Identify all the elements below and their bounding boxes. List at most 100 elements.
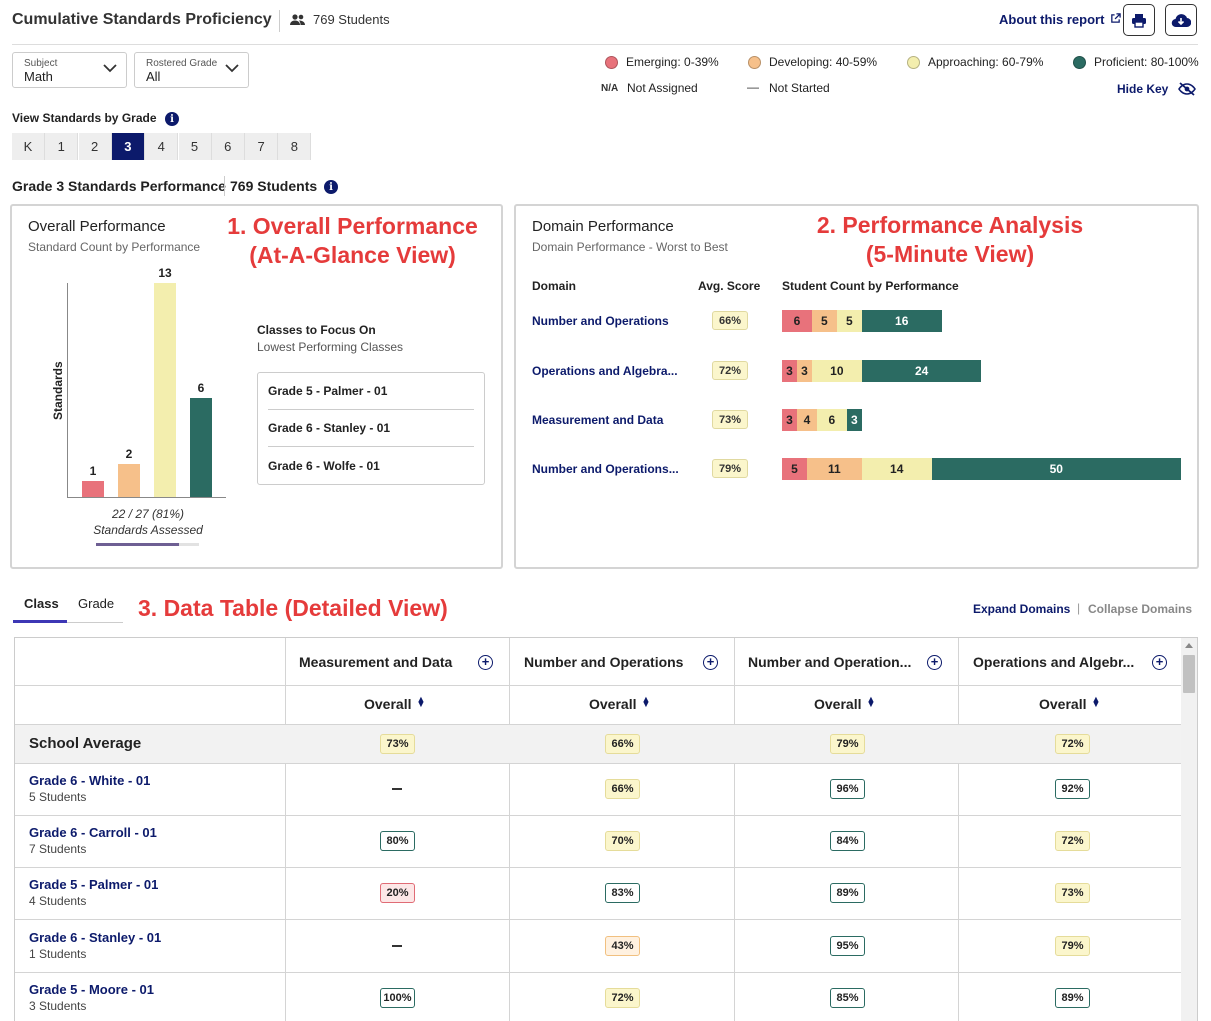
expand-column-button[interactable]: + [1152, 655, 1167, 670]
performance-segment: 3 [796, 360, 812, 382]
expand-column-button[interactable]: + [703, 655, 718, 670]
download-button[interactable] [1165, 4, 1197, 36]
domain-col-header: Domain [532, 279, 577, 293]
overall-sort-header[interactable]: Overall ▲ ▼ [814, 694, 876, 713]
subject-dropdown[interactable]: Subject Math [12, 52, 127, 88]
class-student-count: 1 Students [29, 946, 87, 961]
bar-value-label: 6 [197, 381, 205, 396]
overall-sort-header[interactable]: Overall ▲ ▼ [1039, 694, 1101, 713]
print-button[interactable] [1123, 4, 1155, 36]
score-badge: 79% [1055, 935, 1090, 956]
tab-underline [13, 622, 123, 623]
class-student-count: 5 Students [29, 790, 87, 804]
score-badge: 43% [605, 935, 640, 956]
assessed-progress-track [96, 543, 199, 546]
not-started-dash [392, 788, 402, 790]
score-badge: 73% [1055, 883, 1090, 904]
x-axis [67, 497, 226, 498]
about-report-link[interactable]: About this report [999, 12, 1121, 27]
subject-dropdown-value: Math [24, 69, 53, 84]
column-header: Measurement and Data [299, 654, 453, 670]
class-name-link[interactable]: Grade 6 - Carroll - 01 [29, 825, 157, 841]
overall-label: Overall [589, 696, 637, 712]
section-students: 769 Students [230, 178, 318, 194]
grade-button-k[interactable]: K [12, 133, 45, 160]
collapse-domains-link[interactable]: Collapse Domains [1088, 602, 1193, 616]
info-icon[interactable]: i [165, 112, 179, 126]
domain-name-link[interactable]: Number and Operations... [532, 462, 679, 476]
performance-segment: 3 [846, 409, 862, 431]
domain-performance-card [514, 204, 1199, 569]
expand-domains-link[interactable]: Expand Domains [973, 602, 1071, 616]
score-badge: 89% [830, 883, 865, 904]
tab-class[interactable]: Class [24, 596, 59, 611]
info-icon[interactable]: i [324, 180, 338, 194]
performance-segment: 16 [861, 310, 942, 332]
column-divider [509, 638, 510, 1021]
assessed-progress-fill [96, 543, 180, 546]
scrollbar-track[interactable] [1181, 638, 1197, 1021]
overall-annotation-line1: 1. Overall Performance [227, 213, 478, 239]
scrollbar-thumb[interactable] [1183, 655, 1195, 693]
domain-name-link[interactable]: Number and Operations [532, 314, 669, 328]
link-separator: | [1077, 601, 1081, 615]
domain-annotation: 2. Performance Analysis (5-Minute View) [795, 211, 1105, 269]
bar-emerging [82, 480, 104, 497]
grade-button-8[interactable]: 8 [278, 133, 312, 160]
score-badge: 66% [605, 779, 640, 799]
key-proficient: Proficient: 80-100% [1094, 55, 1199, 69]
focus-class-item[interactable]: Grade 6 - Stanley - 01 [268, 410, 474, 447]
overall-performance-card [10, 204, 503, 569]
sort-icon[interactable]: ▲ ▼ [641, 694, 651, 709]
score-badge: 20% [380, 883, 415, 904]
eye-slash-icon [1177, 82, 1196, 96]
expand-column-button[interactable]: + [478, 655, 493, 670]
score-badge: 92% [1055, 779, 1090, 799]
class-name-link[interactable]: Grade 5 - Moore - 01 [29, 981, 154, 997]
grade-button-5[interactable]: 5 [178, 133, 212, 160]
hide-key-label: Hide Key [1117, 82, 1169, 96]
grade-button-7[interactable]: 7 [245, 133, 279, 160]
data-table: Measurement and Data + Overall ▲ ▼ Number and… [14, 637, 1198, 1021]
grade-button-1[interactable]: 1 [45, 133, 79, 160]
tab-grade[interactable]: Grade [78, 596, 115, 611]
rostered-grade-dropdown[interactable]: Rostered Grade All [134, 52, 249, 88]
focus-class-item[interactable]: Grade 5 - Palmer - 01 [268, 373, 474, 410]
class-name-link[interactable]: Grade 6 - White - 01 [29, 773, 151, 788]
student-count: 769 Students [313, 12, 390, 27]
grade-button-3[interactable]: 3 [111, 133, 145, 160]
class-student-count: 4 Students [29, 894, 87, 909]
grade-button-6[interactable]: 6 [211, 133, 245, 160]
expand-column-button[interactable]: + [927, 655, 942, 670]
sort-icon[interactable]: ▲ ▼ [416, 694, 426, 709]
standards-summary-sub: Standards Assessed [93, 523, 203, 537]
subject-dropdown-label: Subject [24, 58, 58, 69]
overall-sort-header[interactable]: Overall ▲ ▼ [589, 694, 651, 713]
performance-segment: 4 [796, 409, 817, 431]
score-badge: 72% [605, 987, 640, 1008]
scroll-up-icon[interactable] [1184, 642, 1194, 649]
performance-segment: 5 [782, 458, 807, 480]
na-symbol: N/A [601, 83, 619, 94]
bar-chart: 1 2 13 6 [68, 266, 226, 497]
column-divider [958, 638, 959, 1021]
focus-class-item[interactable]: Grade 6 - Wolfe - 01 [268, 458, 380, 473]
grade-button-2[interactable]: 2 [78, 133, 112, 160]
header-divider [15, 724, 1181, 725]
row-divider [15, 815, 1181, 816]
overall-label: Overall [1039, 696, 1087, 712]
domain-name-link[interactable]: Measurement and Data [532, 413, 664, 427]
focus-title: Classes to Focus On [257, 323, 376, 337]
key-not-started: Not Started [769, 81, 830, 95]
bar-developing [118, 464, 140, 497]
overall-sort-header[interactable]: Overall ▲ ▼ [364, 694, 426, 713]
domain-name-link[interactable]: Operations and Algebra... [532, 364, 678, 378]
sort-icon[interactable]: ▲ ▼ [1091, 694, 1101, 709]
class-name-link[interactable]: Grade 5 - Palmer - 01 [29, 877, 159, 893]
score-badge: 95% [830, 935, 865, 956]
sort-icon[interactable]: ▲ ▼ [866, 694, 876, 709]
hide-key-button[interactable]: Hide Key [1117, 82, 1196, 96]
class-name-link[interactable]: Grade 6 - Stanley - 01 [29, 929, 162, 945]
score-badge: 84% [830, 831, 865, 852]
grade-button-4[interactable]: 4 [145, 133, 179, 160]
